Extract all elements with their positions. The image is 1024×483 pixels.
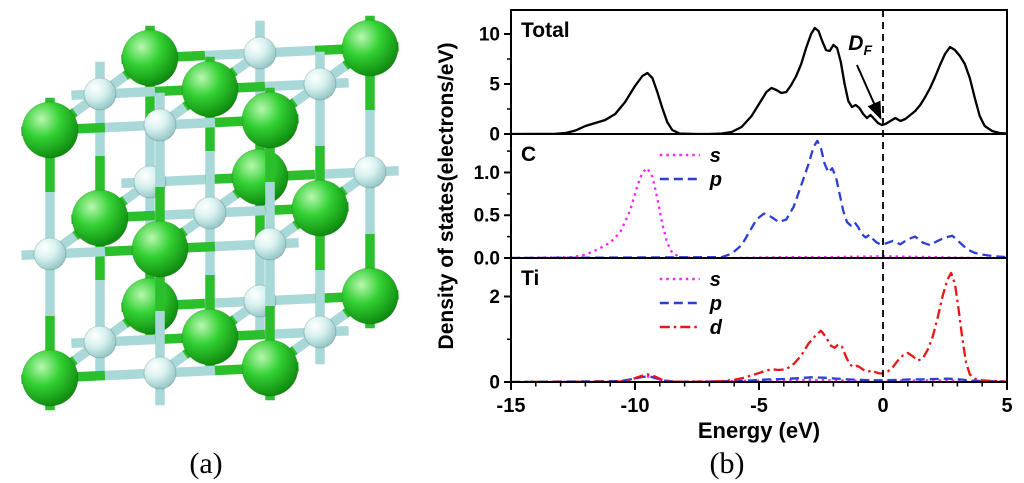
crystal-layer-atoms	[71, 60, 349, 366]
legend-label: s	[710, 145, 721, 167]
y-tick-label: 5	[489, 75, 500, 96]
y-axis-label: Density of states(electrons/eV)	[435, 43, 458, 350]
panel-label: Total	[521, 19, 570, 42]
atom-large	[21, 101, 79, 159]
legend-label: p	[709, 293, 722, 315]
y-tick-label: 1.0	[474, 163, 500, 184]
atom-small	[303, 67, 337, 101]
panel-ti	[511, 271, 1007, 382]
atom-large	[121, 29, 179, 87]
atom-large	[181, 308, 239, 366]
series-ti-s	[511, 374, 1007, 382]
caption-a: (a)	[189, 447, 223, 480]
panel-label: C	[521, 143, 536, 166]
x-tick-label: -10	[621, 395, 650, 417]
series-c-p	[511, 139, 1007, 258]
atom-large	[131, 220, 189, 278]
atom-large	[291, 179, 349, 237]
x-tick-label: 5	[1001, 395, 1012, 417]
atom-large	[181, 60, 239, 118]
atom-large	[241, 91, 299, 149]
panel-label: Ti	[521, 267, 539, 290]
atom-large	[231, 148, 289, 206]
x-tick-label: -15	[497, 395, 526, 417]
panel-total	[511, 26, 1007, 134]
caption-b: (b)	[709, 447, 745, 480]
x-axis-label: Energy (eV)	[698, 418, 820, 443]
atom-large	[21, 349, 79, 407]
legend-label: d	[710, 317, 723, 339]
y-tick-label: 2	[489, 287, 500, 308]
y-tick-label: 0.5	[474, 206, 501, 227]
atom-small	[143, 356, 177, 390]
series-total-total	[511, 26, 1007, 134]
legend-label: p	[709, 169, 722, 191]
atom-large	[341, 19, 399, 77]
atom-large	[341, 267, 399, 325]
atom-small	[253, 227, 287, 261]
crystal-structure-panel: (a)	[0, 0, 412, 481]
panel-frame	[510, 9, 1008, 135]
atom-small	[353, 155, 387, 189]
fermi-annotation: DF	[848, 32, 872, 58]
atom-large	[71, 189, 129, 247]
x-tick-label: -5	[750, 395, 768, 417]
atom-small	[143, 108, 177, 142]
atom-large	[121, 277, 179, 335]
panel-c	[511, 139, 1007, 258]
y-tick-label: 0.0	[474, 249, 500, 270]
atom-small	[243, 36, 277, 70]
legend-label: s	[710, 269, 721, 291]
crystal-structure	[21, 15, 399, 411]
annotation-arrow	[856, 64, 882, 120]
y-tick-label: 0	[489, 373, 500, 394]
panel-frame	[510, 133, 1008, 259]
series-ti-d	[511, 271, 1007, 382]
x-tick-label: 0	[877, 395, 888, 417]
atom-small	[83, 325, 117, 359]
panel-frame	[510, 257, 1008, 383]
y-tick-label: 0	[489, 125, 500, 146]
y-tick-label: 10	[479, 25, 500, 46]
atom-small	[193, 196, 227, 230]
atom-small	[303, 315, 337, 349]
atom-small	[83, 77, 117, 111]
series-c-s	[511, 167, 1007, 258]
crystal-layer-atoms	[21, 91, 299, 407]
atom-small	[33, 237, 67, 271]
atom-large	[241, 339, 299, 397]
